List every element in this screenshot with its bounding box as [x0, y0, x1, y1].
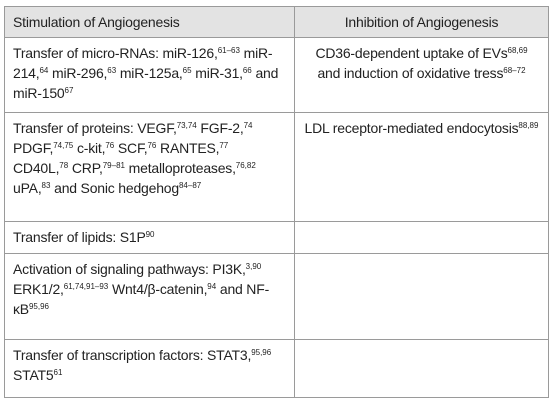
reference: 76: [105, 141, 115, 150]
reference: 74,75: [53, 141, 74, 150]
cell-text: SCF,: [114, 140, 148, 156]
reference: 63: [107, 66, 117, 75]
cell-text: uPA,: [13, 180, 42, 196]
cell-text: CRP,: [68, 160, 103, 176]
cell-text: PDGF,: [13, 140, 54, 156]
reference: 88,89: [518, 121, 539, 130]
cell-text: CD40L,: [13, 160, 60, 176]
cell-text: Transfer of proteins: VEGF,: [13, 120, 177, 136]
reference: 76: [147, 141, 157, 150]
cell-text: Transfer of transcription factors: STAT3…: [13, 347, 252, 363]
reference: 95,96: [28, 302, 49, 311]
cell-text: and NF-κB: [13, 281, 270, 317]
cell-text: c-kit,: [73, 140, 106, 156]
cell-text: metalloproteases,: [124, 160, 236, 176]
inhibition-cell: [294, 221, 549, 254]
reference: 68,69: [507, 46, 528, 55]
reference: 94: [207, 282, 217, 291]
angiogenesis-table: Stimulation of Angiogenesis Inhibition o…: [4, 6, 549, 398]
cell-text: ERK1/2,: [13, 281, 64, 297]
stimulation-cell: Activation of signaling pathways: PI3K,3…: [4, 253, 295, 340]
reference: 79–81: [102, 161, 125, 170]
reference: 3,90: [245, 262, 262, 271]
table-body: Transfer of micro-RNAs: miR-126,61–63 mi…: [4, 37, 549, 398]
stimulation-cell: Transfer of transcription factors: STAT3…: [4, 339, 295, 398]
cell-text: miR-125a,: [116, 65, 183, 81]
reference: 61–63: [217, 46, 240, 55]
reference: 78: [59, 161, 69, 170]
cell-text: and induction of oxidative tress: [317, 65, 504, 81]
cell-text: miR-214,: [13, 45, 273, 81]
reference: 83: [41, 181, 51, 190]
inhibition-cell: CD36-dependent uptake of EVs68,69 and in…: [294, 37, 549, 113]
header-row: Stimulation of Angiogenesis Inhibition o…: [4, 6, 549, 38]
inhibition-cell: LDL receptor-mediated endocytosis88,89: [294, 112, 549, 222]
reference: 65: [182, 66, 192, 75]
reference: 68–72: [503, 66, 526, 75]
cell-text: Activation of signaling pathways: PI3K,: [13, 261, 246, 277]
reference: 64: [39, 66, 49, 75]
cell-text: CD36-dependent uptake of EVs: [315, 45, 508, 61]
reference: 73,74: [176, 121, 197, 130]
reference: 76,82: [235, 161, 256, 170]
reference: 61: [53, 368, 63, 377]
reference: 61,74,91–93: [63, 282, 109, 291]
table-row: Transfer of transcription factors: STAT3…: [4, 339, 549, 398]
cell-text: miR-31,: [191, 65, 243, 81]
table-row: Transfer of proteins: VEGF,73,74 FGF-2,7…: [4, 112, 549, 222]
cell-text: RANTES,: [156, 140, 220, 156]
table-row: Transfer of lipids: S1P90: [4, 221, 549, 254]
reference: 74: [243, 121, 253, 130]
reference: 95,96: [251, 348, 272, 357]
cell-text: miR-296,: [48, 65, 108, 81]
stimulation-cell: Transfer of proteins: VEGF,73,74 FGF-2,7…: [4, 112, 295, 222]
reference: 84–87: [178, 181, 202, 190]
cell-text: LDL receptor-mediated endocytosis: [304, 120, 519, 136]
header-cell: Inhibition of Angiogenesis: [294, 6, 549, 38]
inhibition-cell: [294, 339, 549, 398]
table-row: Activation of signaling pathways: PI3K,3…: [4, 253, 549, 340]
cell-text: and Sonic hedgehog: [50, 180, 179, 196]
cell-text: FGF-2,: [196, 120, 244, 136]
reference: 66: [242, 66, 252, 75]
cell-text: Wnt4/β-catenin,: [108, 281, 208, 297]
cell-text: Transfer of lipids: S1P: [13, 229, 146, 245]
cell-text: and miR-150: [13, 65, 279, 101]
stimulation-cell: Transfer of micro-RNAs: miR-126,61–63 mi…: [4, 37, 295, 113]
table-row: Transfer of micro-RNAs: miR-126,61–63 mi…: [4, 37, 549, 113]
reference: 77: [219, 141, 229, 150]
cell-text: STAT5: [13, 367, 54, 383]
reference: 90: [145, 230, 155, 239]
stimulation-cell: Transfer of lipids: S1P90: [4, 221, 295, 254]
header-cell: Stimulation of Angiogenesis: [4, 6, 295, 38]
cell-text: Transfer of micro-RNAs: miR-126,: [13, 45, 218, 61]
reference: 67: [64, 86, 74, 95]
inhibition-cell: [294, 253, 549, 340]
